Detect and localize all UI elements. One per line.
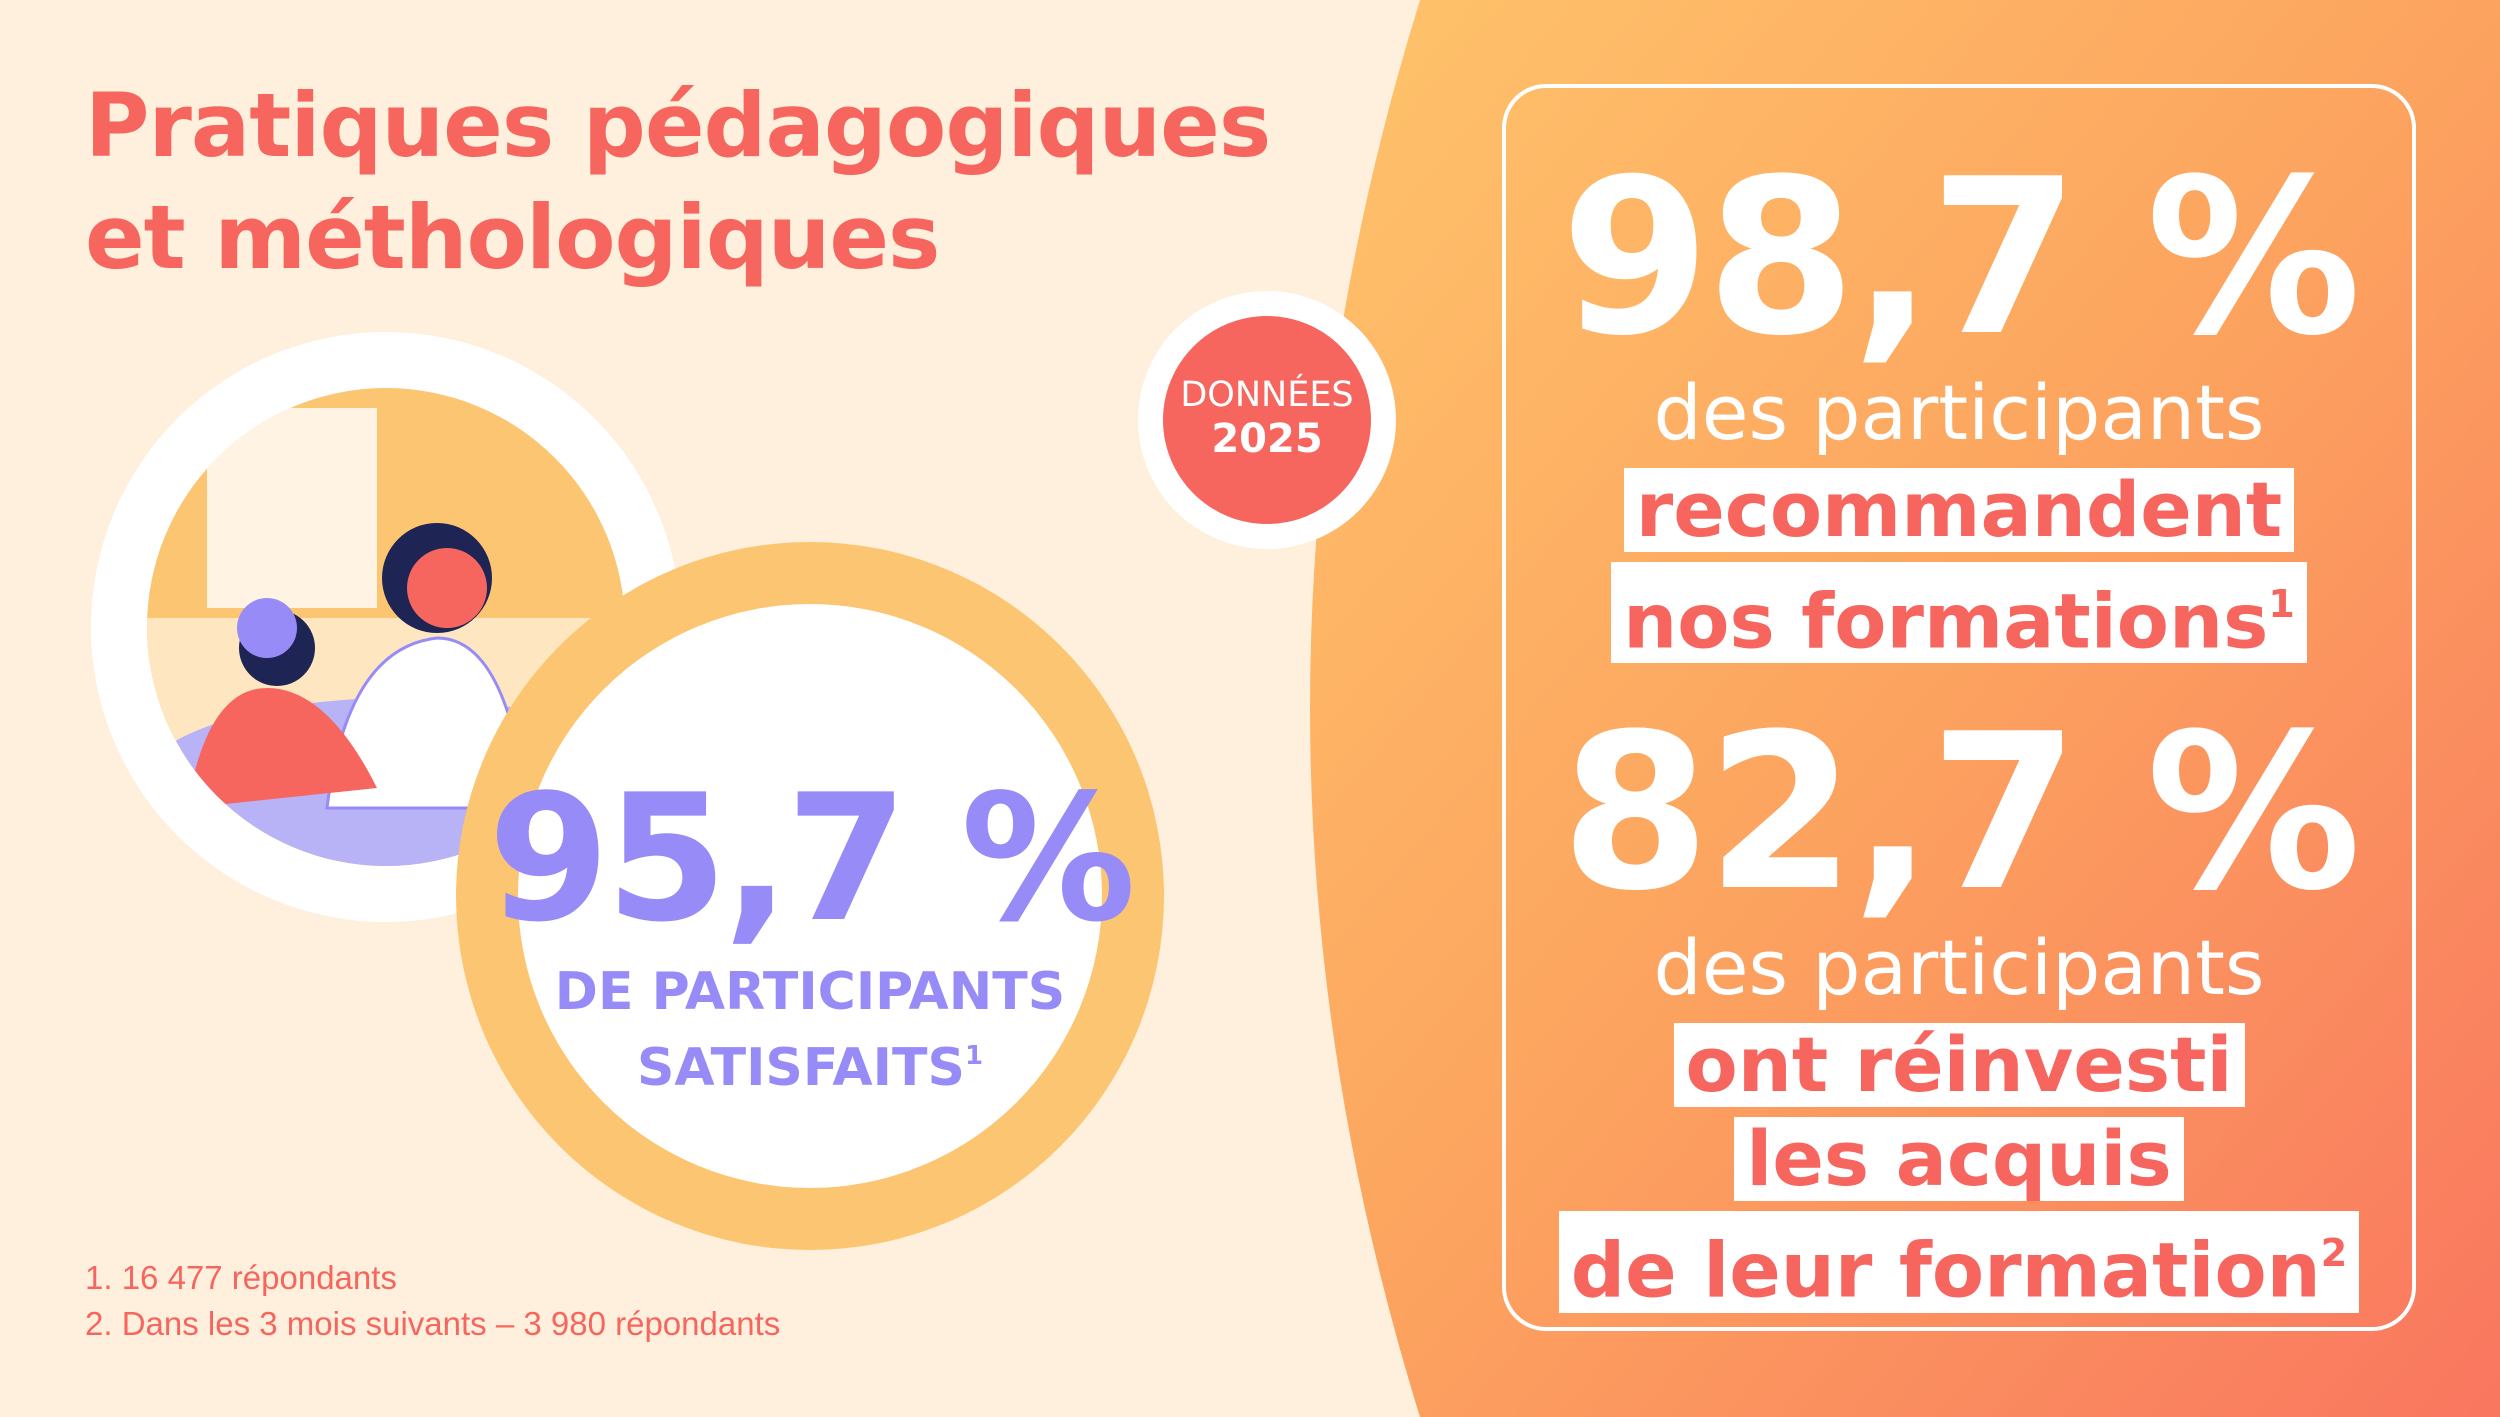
- data-badge: DONNÉES 2025: [1138, 291, 1396, 549]
- satisfaction-circle: [456, 542, 1164, 1250]
- badge-label: DONNÉES: [1180, 375, 1354, 415]
- satisfaction-stat: 95,7 % DE PARTICIPANTS SATISFAITS1: [456, 765, 1164, 1100]
- stat-reinvest: 82,7 % des participants ont réinvesti le…: [1506, 663, 2412, 1315]
- stat-highlight: de leur formation: [1570, 1225, 2321, 1315]
- footnote-ref: 1: [2268, 582, 2295, 626]
- page-title: Pratiques pédagogiques et méthologiques: [85, 70, 1271, 294]
- badge-year: 2025: [1211, 416, 1323, 462]
- stat-text: des participants: [1653, 923, 2265, 1013]
- stat-recommend: 98,7 % des participants recommandent nos…: [1506, 88, 2412, 666]
- footnote-ref: 1: [964, 1041, 984, 1071]
- title-line-2: et méthologiques: [85, 186, 940, 289]
- stat-highlight: ont réinvesti: [1673, 1023, 2245, 1108]
- stat-text: des participants: [1653, 368, 2265, 457]
- stat-value: 98,7 %: [1560, 132, 2362, 383]
- stat-highlight: recommandent: [1623, 468, 2295, 552]
- footnote-1: 1. 16 477 répondants: [85, 1259, 397, 1296]
- stat-highlight: les acquis: [1734, 1117, 2184, 1202]
- footnote-2: 2. Dans les 3 mois suivants – 3 980 répo…: [85, 1305, 781, 1342]
- satisfaction-value: 95,7 %: [487, 758, 1136, 961]
- satisfaction-label-2: SATISFAITS: [636, 1037, 965, 1098]
- footnote-ref: 2: [2320, 1231, 2348, 1276]
- stat-value: 82,7 %: [1560, 687, 2362, 939]
- stats-box: 98,7 % des participants recommandent nos…: [1502, 84, 2416, 1331]
- stat-highlight: nos formations: [1623, 576, 2269, 666]
- footnotes: 1. 16 477 répondants 2. Dans les 3 mois …: [85, 1255, 780, 1347]
- satisfaction-label-1: DE PARTICIPANTS: [554, 962, 1066, 1022]
- title-line-1: Pratiques pédagogiques: [85, 74, 1271, 177]
